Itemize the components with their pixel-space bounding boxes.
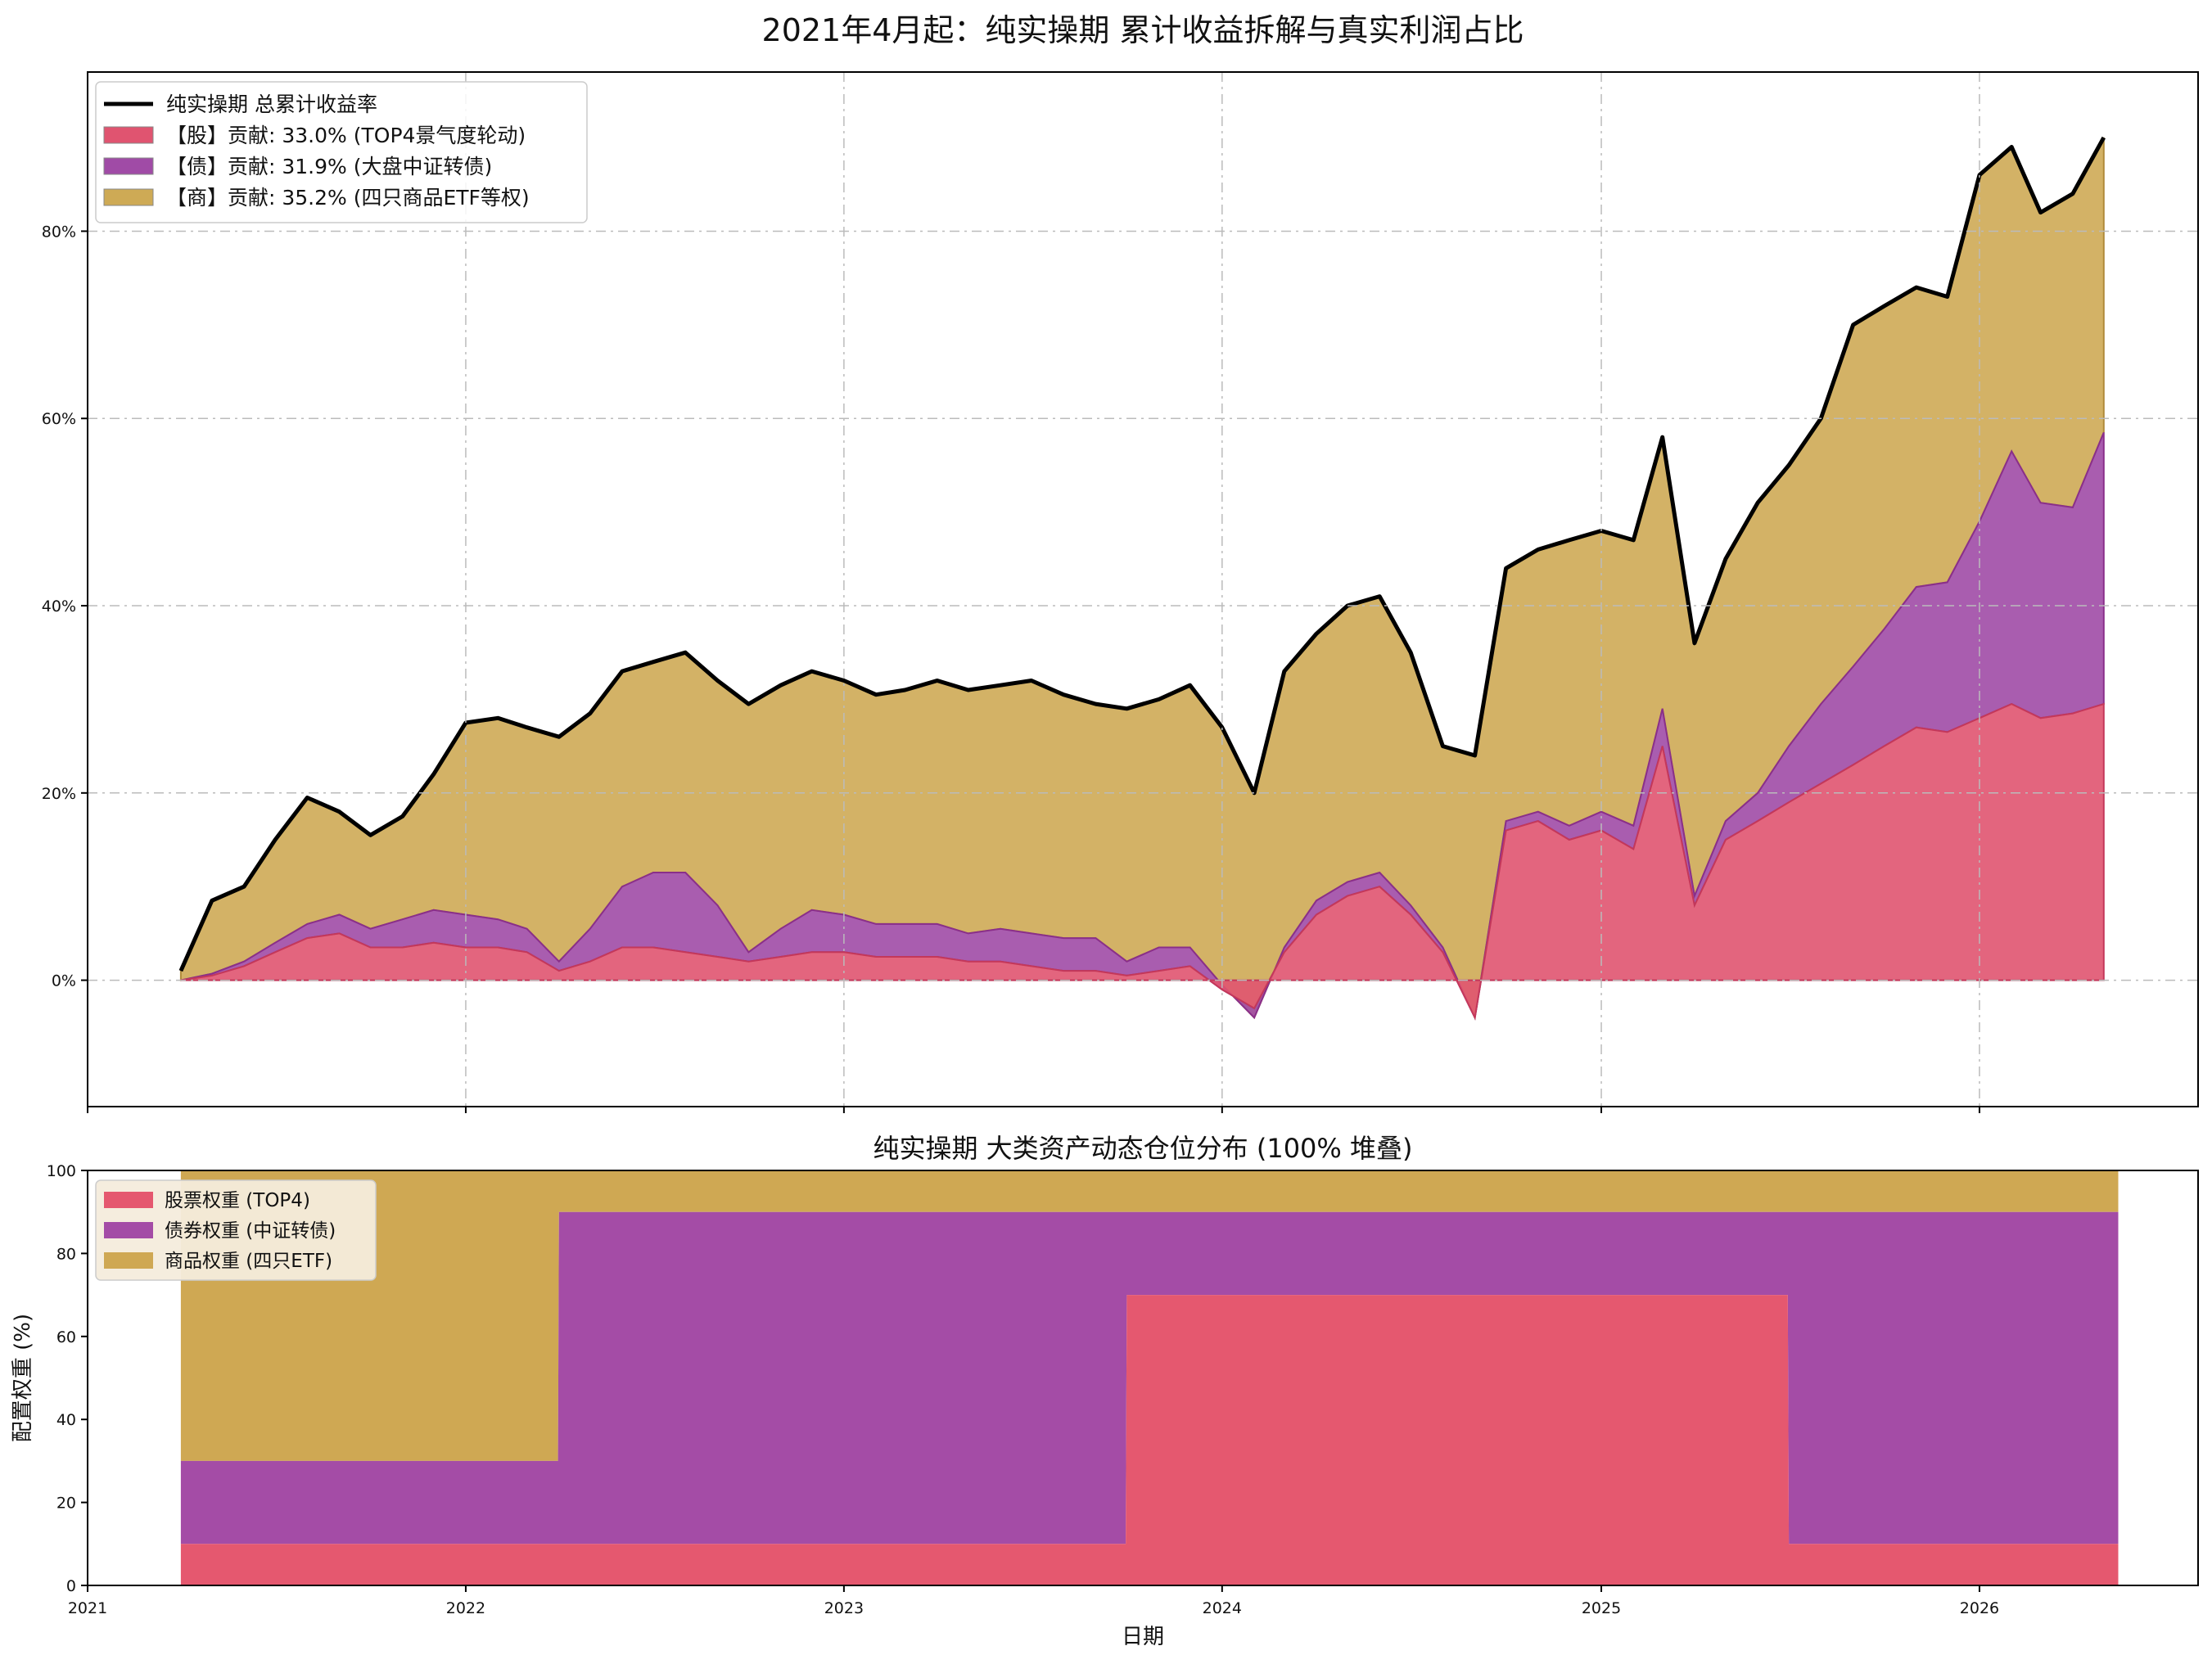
y-tick-label: 0 xyxy=(66,1577,76,1595)
bottom-chart-title: 纯实操期 大类资产动态仓位分布 (100% 堆叠) xyxy=(874,1133,1413,1164)
legend-box xyxy=(95,1179,377,1281)
legend-swatch xyxy=(104,1252,153,1269)
legend-label: 【商】贡献: 35.2% (四只商品ETF等权) xyxy=(166,186,530,210)
y-tick-label: 20% xyxy=(42,785,76,803)
top-chart-title: 2021年4月起：纯实操期 累计收益拆解与真实利润占比 xyxy=(762,12,1524,48)
stock-contribution-area xyxy=(180,702,2105,1021)
top-chart-areas xyxy=(178,136,2106,1021)
total-return-line xyxy=(178,136,2106,972)
top-chart-x-ticks xyxy=(87,1107,1980,1113)
top-chart-grid xyxy=(87,72,2198,1107)
stock-weight-area xyxy=(180,1295,2119,1585)
legend-swatch xyxy=(104,1222,153,1238)
x-tick-label: 2026 xyxy=(1960,1599,1999,1617)
legend-box xyxy=(95,81,588,223)
legend-label: 【债】贡献: 31.9% (大盘中证转债) xyxy=(166,155,492,178)
legend-swatch xyxy=(103,157,154,175)
bottom-chart-y-ticks: 0 20 40 60 80 100 xyxy=(47,1162,88,1595)
x-tick-label: 2025 xyxy=(1582,1599,1621,1617)
legend-swatch xyxy=(104,1192,153,1208)
legend-label: 股票权重 (TOP4) xyxy=(165,1190,310,1211)
y-tick-label: 20 xyxy=(56,1495,76,1513)
bottom-chart-legend: 股票权重 (TOP4) 债券权重 (中证转债) 商品权重 (四只ETF) xyxy=(95,1179,377,1281)
y-tick-label: 40% xyxy=(42,598,76,616)
y-tick-label: 80% xyxy=(42,223,76,241)
bottom-chart-frame xyxy=(87,1170,2199,1586)
x-tick-label: 2023 xyxy=(824,1599,864,1617)
legend-label: 纯实操期 总累计收益率 xyxy=(166,92,377,116)
y-tick-label: 80 xyxy=(56,1245,76,1263)
legend-swatch xyxy=(103,188,154,206)
top-chart-legend: 纯实操期 总累计收益率【股】贡献: 33.0% (TOP4景气度轮动) 【债】贡献… xyxy=(95,81,588,223)
x-tick-label: 2022 xyxy=(446,1599,485,1617)
legend-label: 商品权重 (四只ETF) xyxy=(165,1251,332,1272)
legend-swatch xyxy=(103,126,154,144)
legend-label: 债券权重 (中证转债) xyxy=(165,1220,336,1242)
bottom-chart-x-axis-label: 日期 xyxy=(1122,1625,1164,1649)
x-tick-label: 2024 xyxy=(1203,1599,1242,1617)
legend-label: 【股】贡献: 33.0% (TOP4景气度轮动) xyxy=(166,124,526,147)
y-tick-label: 40 xyxy=(56,1411,76,1429)
y-tick-label: 0% xyxy=(52,972,76,990)
top-chart-frame xyxy=(87,71,2199,1107)
y-tick-label: 60% xyxy=(42,410,76,428)
y-tick-label: 60 xyxy=(56,1328,76,1346)
bottom-chart-areas xyxy=(180,1170,2119,1585)
y-tick-label: 100 xyxy=(47,1162,76,1180)
x-tick-label: 2021 xyxy=(68,1599,107,1617)
bottom-chart-x-ticks: 2021 2022 2023 2024 2025 2026 xyxy=(68,1585,1999,1617)
bottom-chart-y-axis-label: 配置权重 (%) xyxy=(11,1314,35,1442)
top-chart-y-ticks: 0% 20% 40% 60% 80% xyxy=(42,223,88,990)
